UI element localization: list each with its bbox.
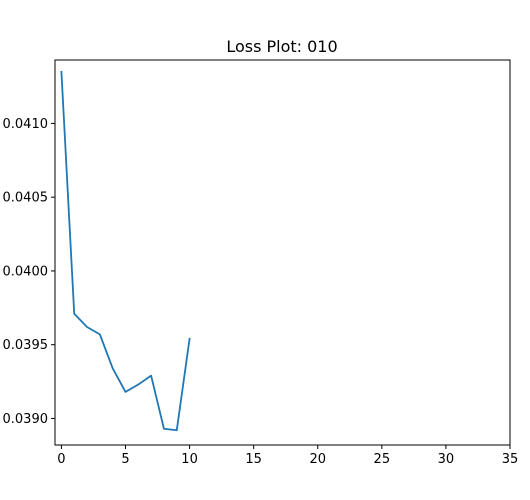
y-tick-label: 0.0410	[3, 117, 49, 132]
y-tick-label: 0.0405	[3, 191, 49, 206]
y-tick-label: 0.0395	[3, 338, 49, 353]
chart-title: Loss Plot: 010	[226, 37, 337, 56]
x-tick-label: 20	[309, 452, 326, 467]
x-tick-label: 10	[181, 452, 198, 467]
plot-area-frame	[54, 59, 511, 446]
y-tick-label: 0.0390	[3, 412, 49, 427]
loss-series-line	[60, 70, 191, 432]
series-layer	[60, 70, 191, 432]
x-tick-label: 0	[57, 452, 65, 467]
x-axis-ticks: 0 5 10 15 20 25 30 35	[57, 445, 518, 467]
x-tick-label: 5	[121, 452, 129, 467]
x-tick-label: 30	[438, 452, 455, 467]
y-tick-label: 0.0400	[3, 264, 49, 279]
y-axis-ticks: 0.0390 0.0395 0.0400 0.0405 0.0410	[3, 117, 55, 427]
x-tick-label: 25	[374, 452, 391, 467]
x-tick-label: 15	[245, 452, 262, 467]
x-tick-label: 35	[502, 452, 519, 467]
